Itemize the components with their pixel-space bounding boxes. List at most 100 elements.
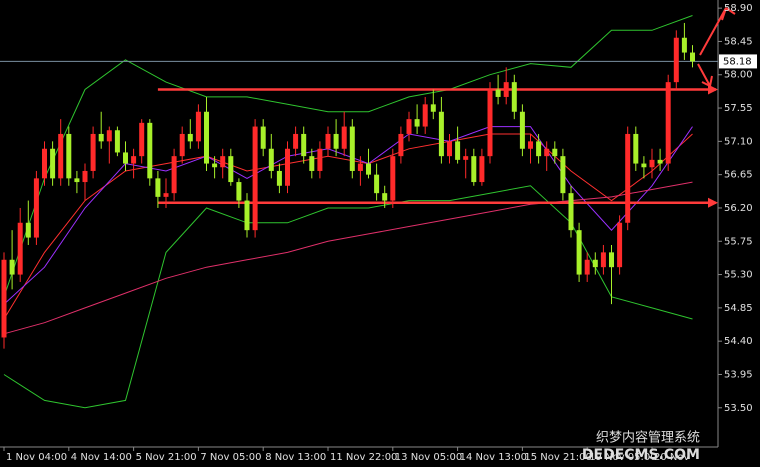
- candle-body: [503, 82, 509, 97]
- candle-body: [438, 111, 444, 157]
- x-tick-label: 7 Nov 05:00: [200, 452, 261, 463]
- candle-body: [349, 126, 355, 171]
- y-tick-label: 56.20: [724, 203, 753, 214]
- candle-body: [268, 148, 274, 171]
- watermark: DEDECMS.COM: [582, 447, 700, 463]
- candle-body: [382, 193, 388, 201]
- candle-body: [673, 37, 679, 83]
- x-tick-label: 1 Nov 04:00: [6, 452, 67, 463]
- candle-body: [665, 82, 671, 164]
- candle-body: [511, 82, 517, 112]
- indicator-line: [3, 126, 693, 305]
- x-tick-label: 8 Nov 13:00: [265, 452, 326, 463]
- last-price-label: 58.18: [723, 56, 752, 67]
- candle-body: [390, 156, 396, 201]
- candle-body: [552, 148, 558, 157]
- x-tick-label: 15 Nov 21:00: [524, 452, 591, 463]
- y-tick-label: 58.00: [724, 70, 753, 81]
- y-tick-label: 58.45: [724, 36, 753, 47]
- candle-body: [98, 133, 104, 142]
- y-tick-label: 56.65: [724, 170, 753, 181]
- candle-body: [633, 133, 639, 164]
- y-tick-label: 54.40: [724, 336, 753, 347]
- candle-body: [50, 148, 56, 179]
- candle-body: [82, 170, 88, 183]
- candle-body: [341, 126, 347, 149]
- candle-body: [131, 156, 137, 164]
- candle-body: [681, 37, 687, 53]
- candle-body: [293, 133, 299, 149]
- candle-body: [123, 152, 128, 164]
- candle-body: [447, 141, 452, 157]
- candle-body: [609, 252, 614, 268]
- candle-body: [25, 222, 31, 238]
- candle-body: [544, 148, 550, 157]
- candle-body: [17, 222, 23, 275]
- candle-body: [276, 170, 282, 186]
- candle-body: [179, 133, 185, 157]
- candle-body: [560, 156, 566, 194]
- candle-body: [220, 156, 226, 168]
- y-tick-label: 53.95: [724, 369, 753, 380]
- candle-body: [649, 159, 655, 168]
- candle-body: [471, 156, 477, 183]
- candle-body: [114, 130, 120, 153]
- candle-body: [455, 141, 461, 160]
- plot: 58.90 58.45 58.00 57.55 57.10 56.65 56.20 55.75…: [0, 3, 757, 463]
- candle-body: [495, 89, 501, 97]
- y-tick-label: 55.75: [724, 236, 753, 247]
- candle-body: [285, 148, 290, 186]
- y-tick-label: 54.85: [724, 303, 753, 314]
- y-tick-label: 55.30: [724, 270, 753, 281]
- candle-body: [66, 133, 72, 179]
- x-tick-label: 13 Nov 05:00: [395, 452, 462, 463]
- candle-body: [163, 193, 169, 197]
- candle-body: [317, 148, 323, 171]
- candle-body: [657, 159, 663, 164]
- candle-body: [463, 156, 469, 160]
- candle-body: [212, 163, 218, 168]
- candle-body: [228, 156, 234, 183]
- candle-body: [519, 111, 525, 149]
- candle-body: [366, 163, 371, 175]
- candle-body: [9, 259, 15, 275]
- candle-body: [479, 156, 485, 183]
- candle-body: [90, 133, 96, 171]
- candle-body: [106, 130, 112, 142]
- candle-body: [690, 52, 695, 62]
- drawn-arrow: [699, 7, 736, 56]
- level-arrow: [708, 197, 718, 208]
- candle-body: [536, 141, 542, 157]
- candle-body: [58, 133, 64, 179]
- x-tick-label: 19 Nov 05:00: [589, 452, 656, 463]
- candle-body: [74, 178, 80, 183]
- candle-body: [33, 178, 39, 238]
- candle-body: [528, 141, 533, 149]
- candle-body: [406, 119, 412, 134]
- candle-body: [617, 222, 623, 268]
- candle-body: [414, 119, 420, 127]
- y-tick-label: 57.10: [724, 136, 753, 147]
- candle-body: [333, 133, 339, 149]
- candle-body: [374, 174, 380, 194]
- candle-body: [139, 122, 145, 157]
- candle-body: [641, 163, 647, 168]
- x-tick-label: 11 Nov 22:00: [330, 452, 397, 463]
- x-tick-label: 14 Nov 13:00: [460, 452, 527, 463]
- y-tick-label: 57.55: [724, 103, 753, 114]
- candle-body: [252, 126, 258, 231]
- level-arrow: [708, 84, 718, 95]
- candle-body: [625, 133, 631, 223]
- candle-body: [592, 259, 598, 268]
- candle-body: [236, 182, 242, 201]
- candle-body: [422, 104, 428, 127]
- x-tick-label: 5 Nov 21:00: [136, 452, 197, 463]
- candle-body: [1, 259, 7, 338]
- x-tick-label: 20 Nov: [654, 452, 690, 463]
- candle-body: [487, 89, 493, 157]
- last-price-box: [719, 54, 757, 69]
- candle-body: [260, 126, 266, 149]
- candle-body: [600, 252, 606, 268]
